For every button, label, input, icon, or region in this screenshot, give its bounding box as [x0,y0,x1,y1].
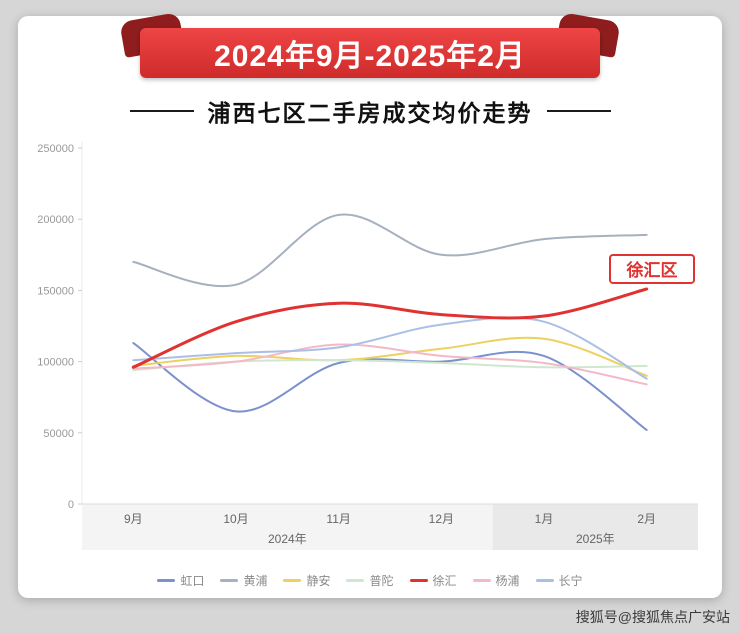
series-line-jingan [132,336,648,377]
legend-label: 黄浦 [243,574,268,588]
legend-marker [283,579,302,582]
legend-marker [472,579,491,582]
legend-item-hongkou: 虹口 [157,572,204,589]
title-dash-right [546,110,611,112]
series-line-xuhui [131,287,649,369]
x-tick-label: 9月 [124,512,143,526]
legend-marker [157,579,176,582]
legend-marker [409,579,428,582]
legend-label: 杨浦 [495,574,520,588]
legend-item-yangpu: 杨浦 [472,572,520,589]
chart-legend: 虹口 黄浦 静安 普陀 徐汇 杨浦 长宁 [18,572,722,589]
xuhui-annotation-text: 徐汇区 [626,260,678,280]
year-label-2025: 2025年 [576,532,615,546]
date-banner: 2024年9月-2025年2月 [119,12,621,78]
y-tick-label: 200000 [37,214,74,226]
legend-item-putuo: 普陀 [346,572,394,589]
legend-item-huangpu: 黄浦 [220,572,267,589]
title-dash-left [129,110,194,112]
legend-item-jingan: 静安 [283,572,330,589]
legend-label: 徐汇 [432,574,457,588]
y-tick-label: 100000 [37,357,74,369]
y-tick-label: 250000 [37,143,74,155]
x-tick-label: 2月 [637,512,656,526]
xuhui-annotation-box [609,253,695,284]
series-line-hongkou [132,342,648,431]
y-tick-label: 50000 [43,428,74,440]
legend-marker [220,579,239,582]
legend-item-changning: 长宁 [535,572,583,589]
x-tick-label: 1月 [535,512,554,526]
x-tick-label: 11月 [326,512,350,526]
year-label-2024: 2024年 [268,532,307,546]
legend-label: 虹口 [180,574,205,588]
date-range-text: 2024年9月-2025年2月 [140,28,600,78]
y-tick-label: 150000 [37,285,74,297]
series-line-yangpu [132,343,648,386]
x-tick-label: 12月 [429,512,454,526]
chart-card: 2024年9月-2025年2月 浦西七区二手房成交均价走势 0 50000 1000… [18,12,722,598]
series-line-huangpu [132,213,648,288]
x-tick-label: 10月 [223,512,248,526]
watermark: 搜狐号@搜狐焦点广安站 [575,609,730,625]
chart-title: 浦西七区二手房成交均价走势 [207,100,533,126]
legend-label: 长宁 [558,574,583,588]
x-axis-band-2024 [82,504,493,550]
line-chart-area: 0 50000 100000 150000 200000 250000 9月 10月 11月 12… [20,132,720,572]
series-line-changning [132,316,648,380]
legend-label: 普陀 [369,574,394,588]
legend-marker [535,579,554,582]
legend-item-xuhui: 徐汇 [409,572,457,589]
y-tick-label: 0 [68,499,74,511]
chart-title-row: 浦西七区二手房成交均价走势 [18,94,722,128]
line-chart-svg: 0 50000 100000 150000 200000 250000 9月 10月 11月 12… [37,142,698,550]
x-axis-band-2025 [492,504,698,550]
legend-marker [346,579,365,582]
legend-label: 静安 [306,574,331,588]
